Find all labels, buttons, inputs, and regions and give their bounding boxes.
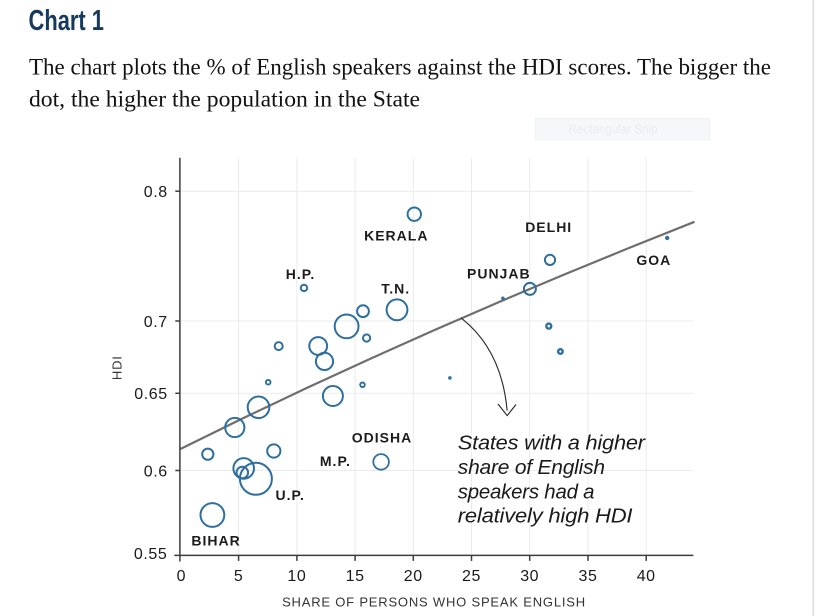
svg-text:0.8: 0.8	[144, 184, 168, 201]
svg-text:DELHI: DELHI	[525, 219, 572, 235]
svg-text:0: 0	[177, 568, 187, 585]
svg-text:0.7: 0.7	[144, 314, 168, 331]
svg-text:15: 15	[346, 568, 365, 585]
svg-text:T.N.: T.N.	[381, 280, 410, 296]
svg-text:HDI: HDI	[110, 355, 125, 380]
svg-text:0.6: 0.6	[144, 463, 168, 480]
svg-text:5: 5	[234, 568, 244, 585]
svg-text:dot, the higher the population: dot, the higher the population in the St…	[29, 86, 420, 111]
svg-text:H.P.: H.P.	[286, 266, 315, 282]
svg-text:Chart 1: Chart 1	[29, 5, 105, 37]
svg-text:20: 20	[404, 568, 423, 585]
svg-text:25: 25	[462, 568, 481, 585]
svg-text:relatively high HDI: relatively high HDI	[458, 505, 633, 527]
svg-text:GOA: GOA	[636, 252, 671, 268]
svg-text:30: 30	[520, 568, 539, 585]
svg-text:Rectangular Snip: Rectangular Snip	[569, 122, 658, 137]
svg-text:ODISHA: ODISHA	[352, 429, 412, 445]
svg-text:10: 10	[287, 568, 306, 585]
svg-text:States with a higher: States with a higher	[458, 432, 647, 454]
svg-text:35: 35	[579, 568, 598, 585]
svg-text:U.P.: U.P.	[276, 487, 305, 503]
svg-text:The chart plots the % of Engli: The chart plots the % of English speaker…	[29, 55, 771, 80]
svg-text:0.65: 0.65	[134, 386, 168, 403]
svg-text:PUNJAB: PUNJAB	[467, 266, 531, 282]
svg-text:SHARE OF PERSONS WHO SPEAK ENG: SHARE OF PERSONS WHO SPEAK ENGLISH	[282, 595, 586, 610]
svg-text:40: 40	[637, 568, 656, 585]
svg-text:0.55: 0.55	[134, 546, 168, 563]
svg-text:share of English: share of English	[458, 457, 605, 479]
svg-text:M.P.: M.P.	[320, 453, 351, 469]
svg-text:BIHAR: BIHAR	[191, 533, 240, 549]
svg-text:speakers had a: speakers had a	[458, 481, 595, 503]
svg-text:KERALA: KERALA	[364, 228, 428, 244]
